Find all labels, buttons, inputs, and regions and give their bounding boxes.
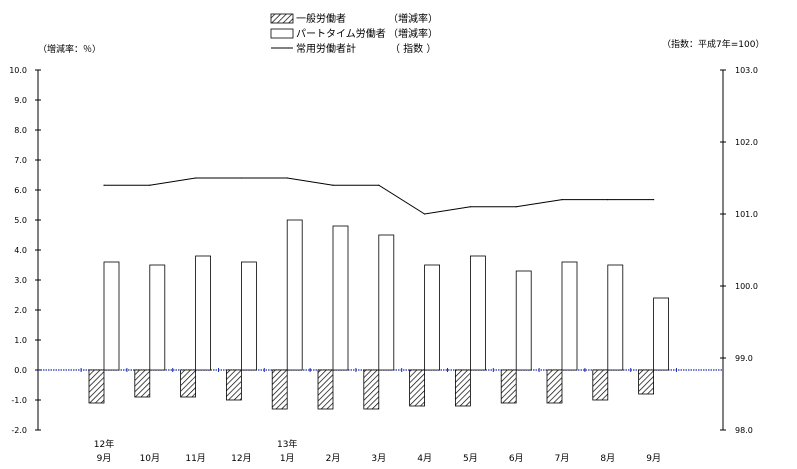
line-total-point (149, 184, 151, 186)
left-axis-tick-label: 8.0 (14, 126, 27, 135)
right-axis-unit: （指数：平成7年=100） (662, 38, 764, 50)
bar-general (454, 369, 471, 407)
legend-suffix-parttime: （増減率） (388, 27, 438, 40)
legend-label-total: 常用労働者計 (296, 42, 356, 55)
category-label: 9月 (646, 453, 661, 464)
bar-parttime (515, 270, 532, 371)
line-total-point (607, 199, 609, 201)
category-label: 1月 (280, 453, 295, 464)
legend-suffix-general: （増減率） (388, 12, 438, 25)
bar-general (409, 369, 426, 407)
category-label: 12月 (231, 453, 251, 464)
bar-parttime (378, 234, 395, 371)
left-axis-tick-label: 2.0 (14, 306, 27, 315)
bar-general (88, 369, 105, 404)
line-total-point (469, 206, 471, 208)
right-axis-tick-label: 103.0 (735, 66, 758, 75)
bar-general (225, 369, 242, 401)
left-axis-tick-label: 9.0 (14, 96, 27, 105)
bar-parttime (286, 219, 303, 371)
bar-parttime (332, 225, 349, 371)
category-label: 2月 (326, 453, 341, 464)
line-total-point (561, 199, 563, 201)
category-label: 5月 (463, 453, 478, 464)
year-label: 13年 (277, 438, 297, 450)
legend-swatch-parttime (270, 28, 294, 39)
right-axis-tick-label: 102.0 (735, 138, 758, 147)
category-label: 3月 (371, 453, 386, 464)
bar-general (500, 369, 517, 404)
bar-parttime (653, 297, 669, 371)
series-general-bars (88, 369, 654, 410)
left-axis-tick-label: 3.0 (14, 276, 27, 285)
bar-general (134, 369, 151, 398)
legend: 一般労働者 （増減率） パートタイム労働者 （増減率） 常用労働者計 （ 指数 … (270, 12, 438, 55)
bar-parttime (469, 255, 486, 371)
category-label: 11月 (185, 453, 205, 464)
bar-parttime (240, 261, 257, 371)
bar-parttime (561, 261, 578, 371)
bar-general (546, 369, 563, 404)
bar-general (592, 369, 609, 401)
bar-parttime (149, 264, 166, 371)
line-total-point (103, 184, 105, 186)
category-label: 7月 (555, 453, 570, 464)
left-axis-tick-label: 0.0 (14, 366, 27, 375)
left-axis-tick-label: 6.0 (14, 186, 27, 195)
line-total-point (240, 177, 242, 179)
legend-swatch-general (270, 13, 294, 24)
left-axis-tick-label: -2.0 (11, 426, 27, 435)
left-axis-tick-label: -1.0 (11, 396, 27, 405)
category-labels: 9月 10月 11月 12月 1月 2月 3月 4月 5月 6月 7月 8月 9月 12年 13年 (94, 438, 661, 464)
legend-label-parttime: パートタイム労働者 (296, 27, 386, 40)
line-total-point (515, 206, 517, 208)
bar-parttime (607, 264, 624, 371)
bar-general (180, 369, 197, 398)
legend-label-general: 一般労働者 (296, 12, 346, 25)
category-label: 9月 (97, 453, 112, 464)
category-label: 6月 (509, 453, 524, 464)
right-axis-tick-label: 101.0 (735, 210, 758, 219)
line-total-point (286, 177, 288, 179)
year-label: 12年 (94, 438, 114, 450)
bar-parttime (103, 261, 120, 371)
right-axis-tick-label: 100.0 (735, 282, 758, 291)
bar-general (271, 369, 288, 410)
category-label: 4月 (417, 453, 432, 464)
line-total-point (424, 213, 426, 215)
left-axis-tick-label: 4.0 (14, 246, 27, 255)
line-total-path (104, 177, 654, 215)
bar-parttime (424, 264, 441, 371)
line-total-point (653, 199, 655, 201)
line-total-point (378, 184, 380, 186)
legend-suffix-total: （ 指数 ） (390, 42, 436, 55)
bar-general (317, 369, 334, 410)
left-axis-tick-label: 7.0 (14, 156, 27, 165)
category-label: 8月 (600, 453, 615, 464)
left-axis-tick-label: 1.0 (14, 336, 27, 345)
line-total-point (195, 177, 197, 179)
left-axis-ticks: -2.0 -1.0 0.0 1.0 2.0 3.0 4.0 5.0 6.0 7.0 8.0 9.0 10… (9, 66, 41, 435)
bar-general (363, 369, 380, 410)
bar-parttime (195, 255, 212, 371)
right-axis-tick-label: 99.0 (735, 354, 753, 363)
category-label: 10月 (140, 453, 160, 464)
bar-general (638, 369, 654, 395)
series-total-line (103, 177, 655, 215)
right-axis-tick-label: 98.0 (735, 426, 753, 435)
right-axis-ticks: 98.0 99.0 100.0 101.0 102.0 103.0 (720, 66, 758, 435)
left-axis-unit: （増減率：％） (38, 43, 101, 55)
line-total-point (332, 184, 334, 186)
left-axis-tick-label: 10.0 (9, 66, 27, 75)
left-axis-tick-label: 5.0 (14, 216, 27, 225)
series-parttime-bars (103, 219, 669, 371)
